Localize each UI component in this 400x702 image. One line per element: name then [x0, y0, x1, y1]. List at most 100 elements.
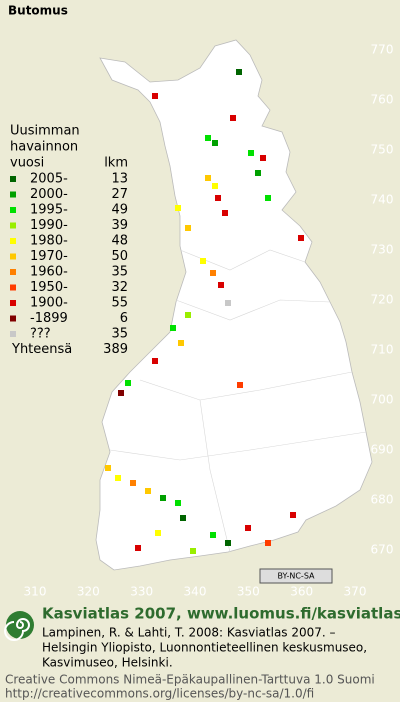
square — [248, 150, 254, 156]
square — [210, 532, 216, 538]
y-grid-label: 670 — [371, 543, 394, 557]
legend-swatch — [10, 253, 16, 260]
legend-count: 27 — [111, 187, 128, 202]
legend-count-header: lkm — [104, 156, 128, 171]
y-grid-label: 680 — [371, 493, 394, 507]
square — [212, 183, 218, 189]
y-grid-label: 700 — [371, 393, 394, 407]
square — [237, 382, 243, 388]
badge-box — [259, 568, 333, 584]
legend-label: 1980- — [30, 234, 68, 249]
x-grid-label: 350 — [237, 585, 260, 599]
square — [230, 115, 236, 121]
x-grid-label: 360 — [290, 585, 313, 599]
legend-swatch — [10, 176, 16, 182]
legend-count: 13 — [111, 172, 128, 187]
square — [215, 195, 221, 201]
legend-swatch — [10, 269, 16, 275]
square — [155, 530, 161, 536]
legend-count: 39 — [111, 218, 128, 233]
y-grid-label: 740 — [371, 193, 394, 207]
square — [175, 500, 181, 506]
square — [265, 195, 271, 201]
square — [185, 225, 191, 231]
square — [260, 155, 266, 161]
logo — [4, 611, 34, 641]
legend-count: 32 — [111, 280, 128, 295]
legend-count: 55 — [111, 296, 128, 311]
square — [130, 480, 136, 486]
x-grid-label: 320 — [77, 585, 100, 599]
square — [222, 210, 228, 216]
square — [236, 69, 242, 75]
license-url[interactable]: http://creativecommons.org/licenses/by-n… — [5, 687, 314, 701]
legend-count: 35 — [111, 327, 128, 342]
square — [180, 515, 186, 521]
y-grid-label: 690 — [371, 443, 394, 457]
y-grid-label: 730 — [371, 243, 394, 257]
legend-swatch — [10, 284, 16, 291]
square — [298, 235, 304, 241]
citation: Lampinen, R. & Lahti, T. 2008: Kasviatla… — [42, 626, 336, 640]
occurrence-squares — [105, 69, 304, 554]
legend-label: 2005- — [30, 172, 68, 187]
square — [185, 312, 191, 318]
y-grid-label: 760 — [371, 93, 394, 107]
legend-count: 48 — [111, 234, 128, 249]
legend-count: 6 — [120, 311, 128, 326]
y-grid-label: 750 — [371, 143, 394, 157]
legend-swatch — [10, 207, 16, 213]
square — [225, 300, 231, 306]
square — [152, 93, 158, 99]
square — [178, 340, 184, 346]
y-grid-label: 770 — [371, 43, 394, 57]
legend-label: 1960- — [30, 265, 68, 280]
legend-swatch — [10, 222, 16, 229]
square — [125, 380, 131, 386]
badge-text: BY-NC-SA — [277, 572, 315, 581]
square — [218, 282, 224, 288]
legend-swatch — [10, 331, 16, 337]
square — [290, 512, 296, 518]
license-badge[interactable]: BY-NC-SA — [259, 568, 333, 584]
y-grid-label: 710 — [371, 343, 394, 357]
legend-label: 1970- — [30, 249, 68, 264]
citation: Kasvimuseo, Helsinki. — [42, 656, 173, 670]
square — [225, 540, 231, 546]
legend-heading: Uusimman — [10, 124, 80, 139]
map-title: Butomus — [8, 4, 68, 18]
legend-label: 1990- — [30, 218, 68, 233]
x-grid-label: 340 — [184, 585, 207, 599]
x-grid-label: 370 — [344, 585, 367, 599]
x-grid-label: 330 — [130, 585, 153, 599]
legend-heading: havainnon — [10, 140, 78, 155]
legend-count: 35 — [111, 265, 128, 280]
square — [212, 140, 218, 146]
y-grid-label: 720 — [371, 293, 394, 307]
square — [152, 358, 158, 364]
square — [205, 135, 211, 141]
square — [255, 170, 261, 176]
legend-total-count: 389 — [103, 342, 128, 357]
legend-year-header: vuosi — [10, 156, 44, 171]
square — [105, 465, 111, 471]
footer-title[interactable]: Kasviatlas 2007, www.luomus.fi/kasviatla… — [42, 605, 400, 623]
legend-label: 1995- — [30, 203, 68, 218]
finland-outline — [95, 39, 373, 571]
square — [190, 548, 196, 554]
square — [118, 390, 124, 396]
square — [170, 325, 176, 331]
square — [245, 525, 251, 531]
legend-swatch — [10, 315, 16, 322]
citation: Helsingin Yliopisto, Luonnontieteellinen… — [42, 641, 367, 655]
legend-label: -1899 — [30, 311, 68, 326]
legend-swatch — [10, 300, 16, 306]
square — [265, 540, 271, 546]
legend-swatch — [10, 238, 16, 244]
square — [160, 495, 166, 501]
license-text: Creative Commons Nimeä-Epäkaupallinen-Ta… — [5, 673, 375, 687]
legend-count: 50 — [111, 249, 128, 264]
square — [145, 488, 151, 494]
square — [135, 545, 141, 551]
